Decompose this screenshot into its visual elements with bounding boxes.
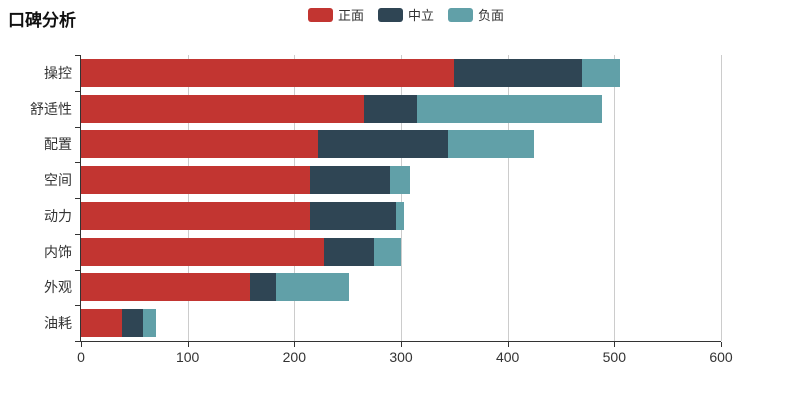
bar-segment[interactable] [416, 94, 602, 123]
bar-row-6 [81, 270, 721, 306]
y-axis-category-label: 外观 [44, 279, 72, 296]
x-axis-tick-label: 600 [709, 349, 733, 365]
legend-swatch-icon [308, 7, 333, 22]
y-axis-category-label: 动力 [44, 207, 72, 224]
y-axis-category-label: 舒适性 [30, 100, 72, 117]
plot-area: 0 100 200 300 400 500 600 [75, 55, 733, 365]
y-axis-tick [75, 198, 80, 199]
legend-swatch-icon [448, 7, 474, 22]
bar-segment[interactable] [447, 130, 535, 159]
stacked-bar [81, 94, 721, 123]
legend: 正面 中立 负面 [308, 5, 504, 24]
stacked-bar [81, 273, 721, 302]
legend-item-0[interactable]: 正面 [308, 5, 364, 24]
x-axis-tick [294, 342, 296, 347]
bar-segment[interactable] [310, 201, 396, 230]
bar-segment[interactable] [310, 166, 391, 195]
bar-segment[interactable] [81, 273, 250, 302]
bar-segment[interactable] [390, 166, 410, 195]
bar-row-5 [81, 234, 721, 270]
bar-segment[interactable] [374, 237, 401, 266]
y-axis-tick [75, 269, 80, 271]
y-axis-tick [75, 233, 80, 235]
stacked-bar [81, 130, 721, 159]
gridline [401, 55, 402, 341]
y-axis-category-label: 空间 [44, 172, 72, 189]
gridline [507, 55, 509, 341]
y-axis-labels: 操控舒适性配置空间动力内饰外观油耗 [0, 55, 72, 341]
bar-segment[interactable] [324, 237, 375, 266]
x-axis-tick [721, 342, 722, 347]
x-axis-tick [614, 342, 616, 347]
x-axis-tick [507, 342, 509, 347]
y-axis-tick [75, 126, 80, 128]
gridline [614, 55, 616, 341]
stacked-bar [81, 166, 721, 195]
y-axis-tick [75, 341, 80, 342]
bar-segment[interactable] [142, 309, 156, 338]
y-axis-category-label: 油耗 [44, 315, 72, 332]
bar-segment[interactable] [249, 273, 277, 302]
bar-segment[interactable] [81, 166, 311, 195]
bar-segment[interactable] [276, 273, 349, 302]
legend-item-label: 负面 [478, 8, 505, 23]
x-axis-tick [187, 342, 189, 347]
y-axis-tick [75, 162, 80, 164]
x-axis-tick-label: 0 [77, 349, 85, 365]
bar-segment[interactable] [81, 309, 122, 338]
bar-segment[interactable] [363, 94, 417, 123]
chart-title: 口碑分析 [8, 11, 76, 30]
legend-swatch-icon [378, 7, 404, 22]
bar-segment[interactable] [582, 58, 620, 87]
bar-segment[interactable] [81, 237, 325, 266]
bar-segment[interactable] [81, 94, 364, 123]
y-axis-category-label: 操控 [44, 64, 72, 81]
y-axis-tick [75, 305, 80, 307]
bar-segment[interactable] [81, 201, 311, 230]
gridline [721, 55, 722, 341]
bar-segment[interactable] [454, 58, 583, 87]
x-axis-tick-label: 300 [389, 349, 413, 365]
gridline [294, 55, 296, 341]
y-axis-category-label: 配置 [44, 136, 72, 153]
x-axis-tick-label: 400 [495, 349, 520, 365]
bar-segment[interactable] [121, 309, 143, 338]
stacked-bar [81, 201, 721, 230]
bar-row-4 [81, 198, 721, 234]
x-axis-tick [81, 342, 82, 347]
y-axis-tick [75, 90, 80, 92]
bar-row-1 [81, 91, 721, 127]
legend-item-label: 中立 [408, 8, 435, 23]
bar-row-7 [81, 305, 721, 341]
x-axis-tick [401, 342, 402, 347]
bar-row-0 [81, 55, 721, 91]
gridline [187, 55, 189, 341]
stacked-bar [81, 237, 721, 266]
bar-row-3 [81, 162, 721, 198]
legend-item-2[interactable]: 负面 [448, 5, 504, 24]
x-axis-tick-label: 500 [602, 349, 626, 365]
legend-item-1[interactable]: 中立 [378, 5, 434, 24]
stacked-bar [81, 309, 721, 338]
bar-segment[interactable] [317, 130, 448, 159]
bar-segment[interactable] [395, 201, 405, 230]
y-axis-tick [75, 55, 80, 56]
bar-segment[interactable] [81, 58, 455, 87]
x-axis-tick-label: 100 [175, 349, 200, 365]
legend-item-label: 正面 [338, 8, 365, 23]
stacked-bar [81, 58, 721, 87]
bar-segment[interactable] [81, 130, 318, 159]
x-axis-tick-label: 200 [282, 349, 306, 365]
y-axis-category-label: 内饰 [44, 243, 72, 260]
bar-row-2 [81, 127, 721, 163]
